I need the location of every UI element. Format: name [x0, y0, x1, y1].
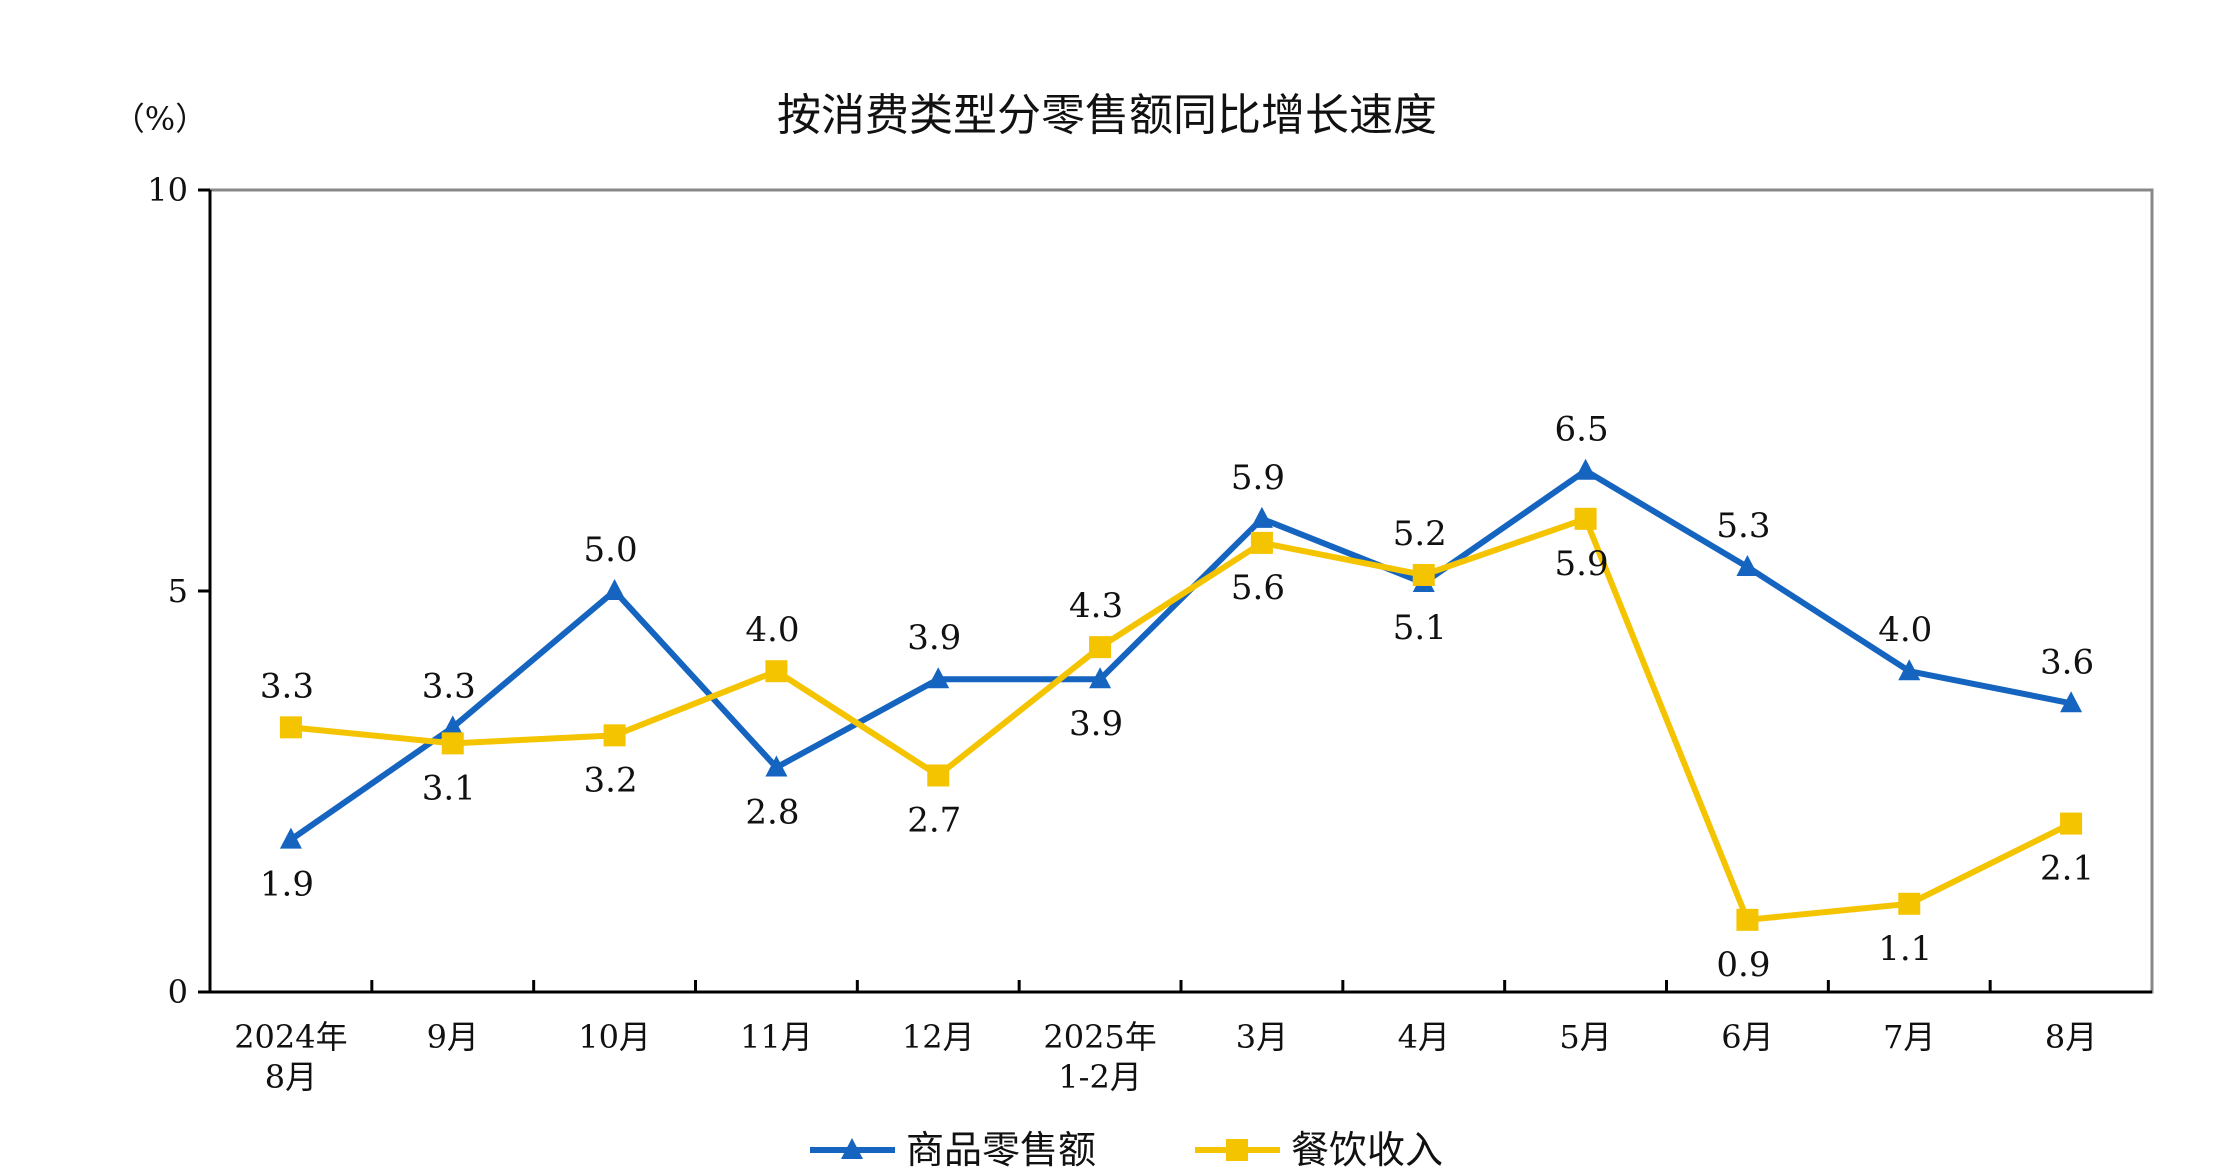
x-tick-label-line: 1-2月 — [1058, 1058, 1142, 1096]
x-tick-label-line: 7月 — [1883, 1018, 1935, 1056]
triangle-marker — [1736, 554, 1759, 576]
x-tick-label: 7月 — [1883, 1018, 1935, 1056]
data-label: 4.3 — [1069, 586, 1123, 626]
data-label: 3.6 — [2040, 642, 2094, 682]
square-marker — [1736, 908, 1759, 931]
data-label: 3.2 — [584, 760, 638, 800]
square-marker — [1412, 563, 1435, 586]
data-label: 4.0 — [745, 610, 799, 650]
data-label: 6.5 — [1555, 410, 1609, 450]
square-marker — [1898, 892, 1921, 915]
x-tick-label-line: 10月 — [578, 1018, 651, 1056]
triangle-marker — [765, 755, 788, 777]
x-tick-label: 2025年 1-2月 — [1043, 1018, 1156, 1096]
data-label: 5.0 — [584, 530, 638, 570]
x-tick-label-line: 8月 — [2045, 1018, 2097, 1056]
data-label: 3.3 — [260, 666, 314, 706]
square-marker — [927, 764, 950, 787]
legend-square-marker — [1226, 1139, 1248, 1161]
x-tick-label-line: 3月 — [1236, 1018, 1288, 1056]
x-tick-label: 8月 — [2045, 1018, 2097, 1056]
legend-label: 餐饮收入 — [1291, 1128, 1443, 1172]
x-tick-label-line: 2024年 — [234, 1018, 347, 1056]
x-tick-label: 12月 — [902, 1018, 975, 1056]
square-marker — [1250, 531, 1273, 554]
data-label: 3.9 — [1069, 704, 1123, 744]
triangle-marker — [2060, 691, 2083, 713]
square-marker — [1574, 507, 1597, 530]
triangle-marker — [279, 827, 302, 849]
x-tick-label-line: 4月 — [1398, 1018, 1450, 1056]
x-tick-label: 6月 — [1721, 1018, 1773, 1056]
square-marker — [603, 724, 626, 747]
square-marker — [765, 660, 788, 683]
x-tick-label: 11月 — [740, 1018, 813, 1056]
data-label: 5.3 — [1716, 506, 1770, 546]
data-label: 2.7 — [907, 800, 961, 840]
y-axis-unit-label: （%） — [113, 100, 207, 138]
legend: 商品零售额 餐饮收入 — [810, 1128, 1443, 1172]
series-line-1 — [287, 467, 2075, 843]
square-marker — [1089, 636, 1112, 659]
chart-title: 按消费类型分零售额同比增长速度 — [777, 90, 1437, 141]
x-tick-label: 10月 — [578, 1018, 651, 1056]
x-tick-label: 4月 — [1398, 1018, 1450, 1056]
x-tick-label-line: 8月 — [265, 1058, 317, 1096]
triangle-marker — [927, 667, 950, 689]
triangle-marker — [1250, 506, 1273, 528]
data-label: 5.2 — [1393, 514, 1447, 554]
y-axis-ticks: 0 5 10 — [147, 171, 210, 1011]
data-label: 4.0 — [1878, 610, 1932, 650]
data-label: 2.8 — [745, 792, 799, 832]
y-tick-label: 5 — [168, 572, 188, 610]
series-line-2 — [287, 515, 2075, 923]
data-label: 5.9 — [1555, 544, 1609, 584]
series-layer — [279, 458, 2083, 931]
x-tick-label-line: 12月 — [902, 1018, 975, 1056]
x-tick-label: 3月 — [1236, 1018, 1288, 1056]
triangle-marker — [1898, 659, 1921, 681]
x-tick-label-line: 6月 — [1721, 1018, 1773, 1056]
legend-triangle-marker — [841, 1138, 863, 1159]
triangle-marker — [441, 715, 464, 737]
x-tick-label: 5月 — [1559, 1018, 1611, 1056]
data-label: 3.3 — [422, 666, 476, 706]
data-label: 5.9 — [1231, 458, 1285, 498]
square-marker — [441, 732, 464, 755]
data-label: 5.6 — [1231, 568, 1285, 608]
data-label: 1.1 — [1878, 929, 1932, 969]
y-tick-label: 0 — [168, 973, 188, 1011]
data-label: 0.9 — [1716, 945, 1770, 985]
triangle-marker — [603, 579, 626, 600]
x-tick-label-line: 11月 — [740, 1018, 813, 1056]
x-tick-label-line: 9月 — [427, 1018, 479, 1056]
x-tick-label: 2024年 8月 — [234, 1018, 347, 1096]
x-tick-label-line: 2025年 — [1043, 1018, 1156, 1056]
square-marker — [2060, 812, 2083, 835]
data-label: 1.9 — [260, 865, 314, 905]
data-labels: 1.9 3.3 5.0 2.8 3.9 3.9 5.9 5.1 6.5 5.3 4.0 3.6 3.3 3… — [260, 410, 2094, 985]
x-tick-label-line: 5月 — [1559, 1018, 1611, 1056]
data-label: 5.1 — [1393, 608, 1447, 648]
legend-label: 商品零售额 — [906, 1128, 1096, 1172]
y-tick-label: 10 — [147, 171, 188, 209]
data-label: 2.1 — [2040, 849, 2094, 889]
data-label: 3.1 — [422, 768, 476, 808]
triangle-marker — [1089, 667, 1112, 689]
plot-frame — [208, 188, 2154, 994]
triangle-marker — [1574, 458, 1597, 480]
square-marker — [279, 716, 302, 739]
x-axis-ticks — [370, 980, 1992, 992]
data-label: 3.9 — [907, 618, 961, 658]
x-tick-label: 9月 — [427, 1018, 479, 1056]
